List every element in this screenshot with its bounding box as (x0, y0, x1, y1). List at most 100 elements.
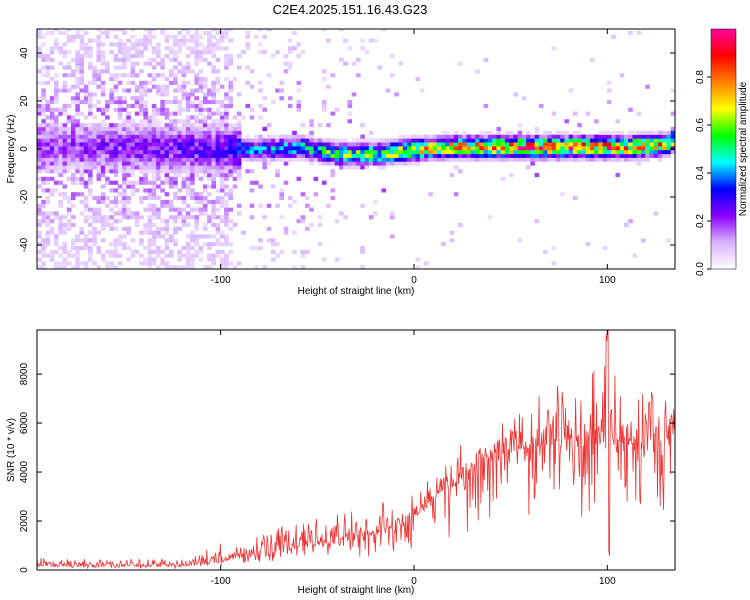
heatmap-cell (517, 157, 523, 162)
heatmap-cell (181, 219, 187, 224)
heatmap-cell (45, 242, 51, 247)
heatmap-cell (615, 173, 621, 178)
heatmap-cell (521, 142, 527, 147)
heatmap-cell (309, 119, 314, 124)
heatmap-cell (100, 126, 106, 131)
heatmap-cell (79, 161, 85, 166)
heatmap-cell (198, 34, 204, 39)
heatmap-cell (198, 123, 204, 128)
heatmap-cell (75, 57, 80, 62)
heatmap-cell (151, 257, 157, 262)
heatmap-cell (156, 50, 161, 55)
colorbar-tick-label: 0.4 (695, 166, 706, 180)
heatmap-cell (402, 142, 408, 147)
heatmap-cell (130, 65, 136, 70)
heatmap-cell (181, 88, 187, 93)
heatmap-cell (117, 199, 123, 204)
heatmap-cell (543, 138, 548, 143)
heatmap-cell (368, 153, 374, 158)
heatmap-cell (517, 138, 523, 143)
heatmap-cell (49, 257, 55, 262)
heatmap-cell (79, 77, 85, 82)
heatmap-cell (538, 150, 544, 155)
heatmap-cell (232, 142, 238, 147)
heatmap-cell (224, 115, 229, 120)
heatmap-cell (458, 222, 463, 227)
heatmap-cell (62, 157, 68, 162)
heatmap-cell (606, 130, 612, 135)
heatmap-cell (88, 257, 93, 262)
heatmap-cell (215, 242, 221, 247)
heatmap-cell (113, 180, 119, 185)
heatmap-cell (113, 203, 119, 208)
heatmap-cell (564, 142, 569, 147)
heatmap-cell (641, 130, 646, 135)
heatmap-cell (66, 138, 72, 143)
heatmap-cell (215, 88, 221, 93)
heatmap-cell (130, 169, 136, 174)
heatmap-cell (45, 54, 51, 59)
heatmap-cell (347, 153, 353, 158)
heatmap-cell (258, 238, 263, 243)
heatmap-cell (113, 73, 119, 78)
heatmap-cell (92, 77, 97, 82)
heatmap-cell (351, 165, 357, 170)
heatmap-cell (249, 203, 255, 208)
heatmap-cell (160, 84, 165, 89)
heatmap-cell (58, 173, 63, 178)
heatmap-cell (96, 146, 102, 151)
heatmap-cell (479, 138, 484, 143)
heatmap-cell (49, 219, 55, 224)
heatmap-cell (287, 96, 293, 101)
heatmap-cell (139, 196, 144, 201)
heatmap-cell (62, 246, 68, 251)
heatmap-cell (598, 134, 603, 139)
heatmap-cell (41, 134, 46, 139)
heatmap-cell (360, 153, 365, 158)
heatmap-cell (130, 188, 136, 193)
heatmap-cell (143, 165, 148, 170)
heatmap-cell (37, 234, 42, 239)
heatmap-cell (54, 234, 59, 239)
heatmap-cell (117, 42, 123, 47)
heatmap-cell (92, 73, 97, 78)
heatmap-cell (54, 130, 59, 135)
heatmap-cell (219, 100, 225, 105)
heatmap-cell (219, 130, 225, 135)
heatmap-cell (147, 153, 153, 158)
heatmap-cell (66, 196, 72, 201)
heatmap-cell (241, 230, 246, 235)
heatmap-cell (317, 215, 323, 220)
heatmap-cell (283, 69, 289, 74)
heatmap-cell (156, 226, 161, 231)
heatmap-cell (381, 150, 387, 155)
heatmap-cell (228, 188, 233, 193)
heatmap-cell (211, 92, 216, 97)
y-tick-label: 8000 (19, 363, 30, 386)
heatmap-cell (173, 88, 178, 93)
heatmap-cell (96, 207, 102, 212)
heatmap-cell (66, 146, 72, 151)
heatmap-cell (202, 265, 208, 269)
heatmap-cell (236, 146, 242, 151)
heatmap-cell (156, 153, 161, 158)
heatmap-cell (585, 242, 591, 247)
heatmap-cell (207, 115, 212, 120)
heatmap-cell (139, 111, 144, 116)
heatmap-cell (211, 80, 216, 85)
heatmap-cell (509, 142, 514, 147)
heatmap-cell (88, 192, 93, 197)
heatmap-cell (173, 238, 178, 243)
heatmap-cell (177, 173, 182, 178)
heatmap-cell (109, 169, 114, 174)
heatmap-cell (385, 153, 391, 158)
heatmap-cell (117, 142, 123, 147)
heatmap-cell (215, 100, 221, 105)
heatmap-cell (62, 73, 68, 78)
heatmap-cell (428, 138, 433, 143)
heatmap-cell (134, 211, 140, 216)
heatmap-cell (296, 100, 302, 105)
heatmap-cell (368, 142, 374, 147)
heatmap-cell (96, 173, 102, 178)
heatmap-cell (215, 207, 221, 212)
